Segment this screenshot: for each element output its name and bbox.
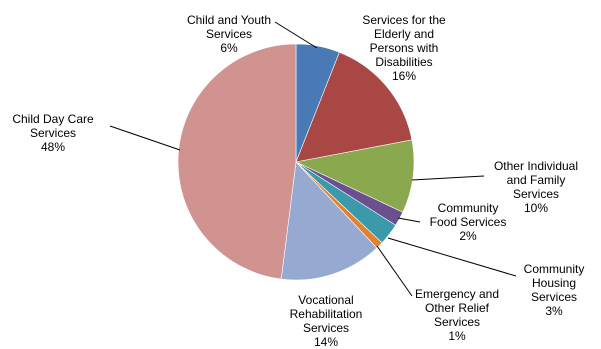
slice-label: Vocational Rehabilitation Services 14% xyxy=(290,293,363,349)
slice-label-line: Other Relief xyxy=(425,301,490,315)
slice-label-line: Services xyxy=(30,126,76,140)
slice-label-line: Food Services xyxy=(430,215,507,229)
slice-label-line: 14% xyxy=(314,335,338,349)
pie-slice xyxy=(177,43,297,280)
pie-slice xyxy=(280,161,378,281)
slice-label-line: Emergency and xyxy=(415,287,499,301)
slice-label-line: Other Individual xyxy=(494,159,578,173)
slice-labels: Child and Youth Services 6%Services for th… xyxy=(12,13,584,349)
slice-label-line: Community xyxy=(524,262,585,276)
pie-slice xyxy=(295,51,413,163)
pie-slices xyxy=(177,43,415,281)
slice-label: Emergency and Other Relief Services 1% xyxy=(415,287,499,343)
leader-line xyxy=(109,125,181,151)
leader-line xyxy=(376,245,413,297)
leader-lines xyxy=(109,21,517,297)
leader-line xyxy=(387,237,517,277)
slice-label-line: Services for the xyxy=(362,13,446,27)
slice-label-line: Services xyxy=(513,187,559,201)
slice-label-line: Persons with xyxy=(370,41,439,55)
leader-line xyxy=(397,217,421,223)
slice-label-line: Services xyxy=(434,315,480,329)
slice-label-line: 48% xyxy=(41,140,65,154)
slice-label: Child Day Care Services 48% xyxy=(12,112,94,154)
slice-label-line: 1% xyxy=(448,329,466,343)
slice-label: Community Housing Services 3% xyxy=(524,262,585,318)
slice-label-line: 10% xyxy=(524,201,548,215)
slice-label-line: Child Day Care xyxy=(12,112,94,126)
slice-label-line: 6% xyxy=(220,41,238,55)
pie-slice xyxy=(295,139,415,213)
slice-label-line: 16% xyxy=(392,69,416,83)
leader-line xyxy=(411,175,485,181)
slice-label: Community Food Services 2% xyxy=(430,201,507,243)
leader-line xyxy=(274,21,318,49)
slice-label-line: Community xyxy=(438,201,499,215)
slice-label-line: Housing xyxy=(532,276,576,290)
slice-label-line: 2% xyxy=(459,229,477,243)
slice-label-line: Services xyxy=(531,290,577,304)
slice-label-line: Services xyxy=(206,27,252,41)
slice-label: Child and Youth Services 6% xyxy=(187,13,271,55)
slice-label: Services for the Elderly and Persons with D… xyxy=(362,13,446,83)
slice-label-line: Rehabilitation xyxy=(290,307,363,321)
slice-label-line: and Family xyxy=(507,173,566,187)
slice-label-line: Vocational xyxy=(298,293,353,307)
slice-label-line: Disabilities xyxy=(375,55,432,69)
slice-label-line: 3% xyxy=(545,304,563,318)
slice-label: Other Individual and Family Services 10% xyxy=(494,159,578,215)
slice-label-line: Child and Youth xyxy=(187,13,271,27)
slice-label-line: Services xyxy=(303,321,349,335)
slice-label-line: Elderly and xyxy=(374,27,434,41)
